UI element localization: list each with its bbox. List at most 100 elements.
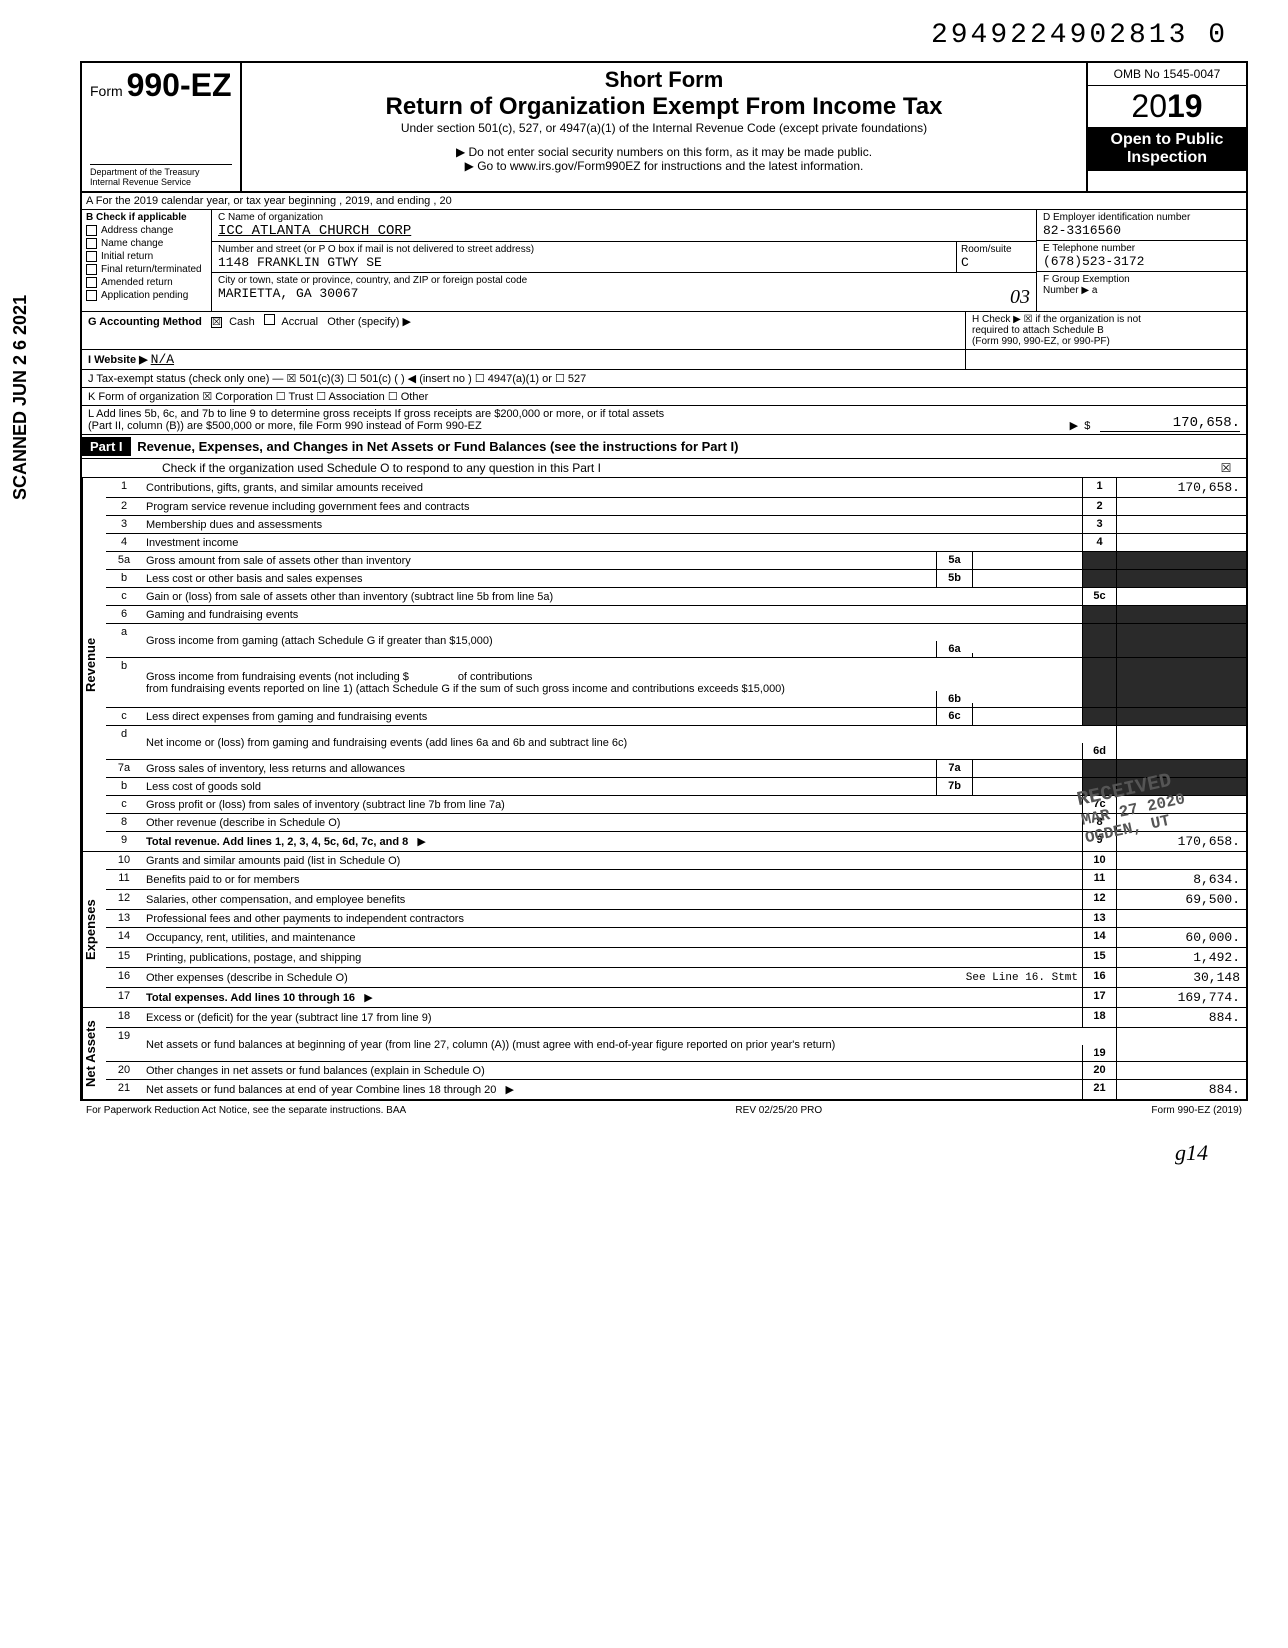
l6-sh2 (1116, 606, 1246, 623)
l1-box: 1 (1082, 478, 1116, 497)
document-number: 2949224902813 0 (20, 20, 1268, 51)
l17-amt: 169,774. (1116, 988, 1246, 1007)
l6a-ibox: 6a (936, 641, 972, 657)
netassets-label: Net Assets (82, 1008, 106, 1099)
l6c-sh2 (1116, 708, 1246, 725)
main-title: Return of Organization Exempt From Incom… (246, 93, 1082, 121)
l20-box: 20 (1082, 1062, 1116, 1079)
row-i: I Website ▶ N/A (82, 350, 1246, 370)
l9-desc: Total revenue. Add lines 1, 2, 3, 4, 5c,… (142, 832, 1082, 851)
ssn-warning: ▶ Do not enter social security numbers o… (246, 145, 1082, 159)
l21-desc: Net assets or fund balances at end of ye… (142, 1080, 1082, 1099)
l7a-num: 7a (106, 760, 142, 777)
l21-amt: 884. (1116, 1080, 1246, 1099)
l7c-num: c (106, 796, 142, 813)
row-gh: G Accounting Method ☒ Cash Accrual Other… (82, 312, 1246, 350)
footer-rev: REV 02/25/20 PRO (735, 1105, 822, 1116)
l6a-sh1 (1082, 624, 1116, 657)
check-o-text: Check if the organization used Schedule … (82, 461, 1206, 475)
l2-desc: Program service revenue including govern… (142, 498, 1082, 515)
l6a-desc: Gross income from gaming (attach Schedul… (142, 624, 936, 657)
cb-label-0: Address change (101, 225, 173, 236)
checkbox-amended[interactable] (86, 277, 97, 288)
gross-receipts: 170,658. (1100, 415, 1240, 432)
page-marker: g14 (20, 1120, 1268, 1186)
check-o-box[interactable]: ☒ (1206, 461, 1246, 475)
l6d-amt (1116, 726, 1246, 759)
h-line1: H Check ▶ ☒ if the organization is not (972, 314, 1240, 325)
checkbox-cash[interactable]: ☒ (211, 317, 222, 328)
other-label: Other (specify) ▶ (327, 316, 411, 328)
checkbox-final-return[interactable] (86, 264, 97, 275)
l6a-iamt (972, 653, 1082, 657)
l-line2: (Part II, column (B)) are $500,000 or mo… (88, 420, 1060, 432)
l2-num: 2 (106, 498, 142, 515)
l15-box: 15 (1082, 948, 1116, 967)
section-b-label: B Check if applicable (86, 212, 207, 223)
l5a-sh2 (1116, 552, 1246, 569)
l16-amt: 30,148 (1116, 968, 1246, 987)
section-def: D Employer identification number 82-3316… (1036, 210, 1246, 311)
l1-desc: Contributions, gifts, grants, and simila… (142, 478, 1082, 497)
street-value: 1148 FRANKLIN GTWY SE (218, 255, 950, 270)
l5c-amt (1116, 588, 1246, 605)
irs-label: Internal Revenue Service (90, 177, 232, 187)
l21-num: 21 (106, 1080, 142, 1099)
ein-value: 82-3316560 (1043, 223, 1240, 238)
h-line3: (Form 990, 990-EZ, or 990-PF) (972, 336, 1240, 347)
checkbox-name-change[interactable] (86, 238, 97, 249)
footer-right: Form 990-EZ (2019) (1151, 1105, 1242, 1116)
l5a-ibox: 5a (936, 552, 972, 569)
l5b-ibox: 5b (936, 570, 972, 587)
row-k: K Form of organization ☒ Corporation ☐ T… (82, 388, 1246, 406)
l6b-sh2 (1116, 658, 1246, 707)
checkbox-address-change[interactable] (86, 225, 97, 236)
open-public-line2: Inspection (1092, 149, 1242, 167)
l13-desc: Professional fees and other payments to … (142, 910, 1082, 927)
l6b-num: b (106, 658, 142, 707)
l6a-num: a (106, 624, 142, 657)
year-bold: 19 (1167, 88, 1203, 124)
cb-label-1: Name change (101, 238, 163, 249)
l5a-sh1 (1082, 552, 1116, 569)
l5c-num: c (106, 588, 142, 605)
l16-box: 16 (1082, 968, 1116, 987)
l9-box: 9 (1082, 832, 1116, 851)
l7b-sh2 (1116, 778, 1246, 795)
accrual-label: Accrual (281, 316, 318, 328)
street-label: Number and street (or P O box if mail is… (218, 244, 950, 255)
l6d-num: d (106, 726, 142, 759)
l8-box: 8 (1082, 814, 1116, 831)
expenses-section: Expenses 10Grants and similar amounts pa… (82, 851, 1246, 1007)
l7a-sh1 (1082, 760, 1116, 777)
dept-treasury: Department of the Treasury (90, 164, 232, 177)
short-form-title: Short Form (246, 67, 1082, 93)
website-label: I Website ▶ (88, 354, 148, 366)
l18-amt: 884. (1116, 1008, 1246, 1027)
l14-box: 14 (1082, 928, 1116, 947)
goto-link: ▶ Go to www.irs.gov/Form990EZ for instru… (246, 159, 1082, 173)
cash-label: Cash (229, 316, 255, 328)
l5b-iamt (972, 570, 1082, 587)
cb-label-3: Final return/terminated (101, 264, 202, 275)
checkbox-accrual[interactable] (264, 314, 275, 325)
l9-num: 9 (106, 832, 142, 851)
org-name: ICC ATLANTA CHURCH CORP (218, 223, 1030, 239)
l6c-num: c (106, 708, 142, 725)
checkbox-app-pending[interactable] (86, 290, 97, 301)
checkbox-initial-return[interactable] (86, 251, 97, 262)
year-prefix: 20 (1131, 88, 1167, 124)
phone-label: E Telephone number (1043, 243, 1240, 254)
l7c-box: 7c (1082, 796, 1116, 813)
l7b-sh1 (1082, 778, 1116, 795)
l18-desc: Excess or (deficit) for the year (subtra… (142, 1008, 1082, 1027)
l7b-desc: Less cost of goods sold (142, 778, 936, 795)
l20-num: 20 (106, 1062, 142, 1079)
l7b-ibox: 7b (936, 778, 972, 795)
l17-num: 17 (106, 988, 142, 1007)
cb-label-5: Application pending (101, 290, 188, 301)
l20-amt (1116, 1062, 1246, 1079)
l5b-desc: Less cost or other basis and sales expen… (142, 570, 936, 587)
l6b-iamt (972, 703, 1082, 707)
l5c-box: 5c (1082, 588, 1116, 605)
